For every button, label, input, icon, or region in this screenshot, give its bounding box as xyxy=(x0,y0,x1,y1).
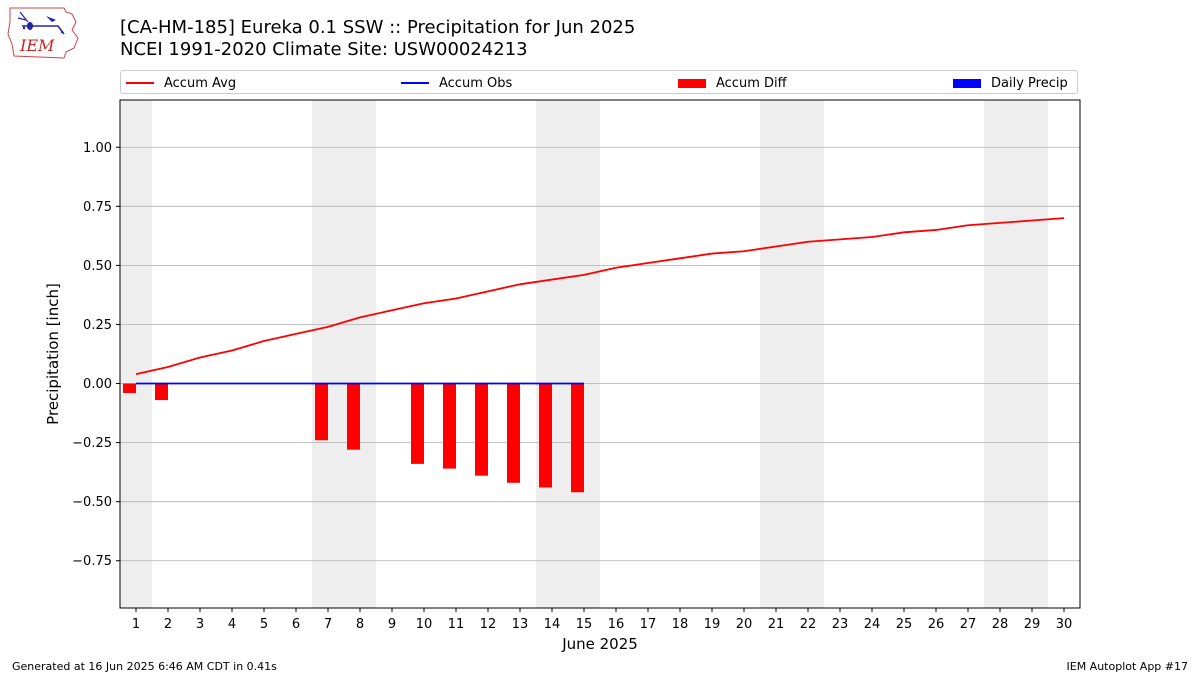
x-tick-label: 17 xyxy=(640,617,657,632)
x-tick-label: 10 xyxy=(416,617,433,632)
x-tick-label: 24 xyxy=(864,617,881,632)
y-tick-label: 0.50 xyxy=(83,259,112,274)
x-tick-label: 3 xyxy=(196,617,204,632)
legend: Accum Avg Accum Obs Accum Diff Daily Pre… xyxy=(120,70,1078,94)
x-tick-label: 13 xyxy=(512,617,529,632)
accum-diff-bars xyxy=(123,383,584,493)
y-tick-label: 0.25 xyxy=(83,318,112,333)
x-tick-label: 21 xyxy=(768,617,785,632)
y-tick-label: −0.75 xyxy=(72,554,112,569)
title-line-1: [CA-HM-185] Eureka 0.1 SSW :: Precipitat… xyxy=(120,17,636,38)
y-tick-label: 0.75 xyxy=(83,200,112,215)
y-tick-label: 1.00 xyxy=(83,141,112,156)
y-tick-label: 0.00 xyxy=(83,377,112,392)
weekend-band xyxy=(760,100,824,608)
x-tick-label: 7 xyxy=(324,617,332,632)
x-tick-label: 15 xyxy=(576,617,593,632)
bar-accum-diff xyxy=(315,383,328,441)
legend-swatch-accum-diff xyxy=(678,78,706,88)
x-tick-label: 26 xyxy=(928,617,945,632)
bar-accum-diff xyxy=(539,383,552,488)
x-tick-label: 27 xyxy=(960,617,977,632)
x-tick-label: 30 xyxy=(1056,617,1073,632)
legend-swatch-accum-avg xyxy=(126,82,154,84)
weekend-band xyxy=(536,100,600,608)
x-tick-label: 28 xyxy=(992,617,1009,632)
legend-label-accum-avg: Accum Avg xyxy=(164,75,237,91)
x-tick-label: 19 xyxy=(704,617,721,632)
legend-item-accum-diff: Accum Diff xyxy=(678,74,787,92)
title-line-2: NCEI 1991-2020 Climate Site: USW00024213 xyxy=(120,39,528,60)
bar-accum-diff xyxy=(347,383,360,450)
x-tick-label: 29 xyxy=(1024,617,1041,632)
app-note: IEM Autoplot App #17 xyxy=(1066,660,1189,673)
weekend-band xyxy=(312,100,376,608)
bar-accum-diff xyxy=(507,383,520,483)
legend-item-daily-precip: Daily Precip xyxy=(953,74,1068,92)
x-tick-label: 6 xyxy=(292,617,300,632)
bar-accum-diff xyxy=(443,383,456,469)
legend-label-daily-precip: Daily Precip xyxy=(991,75,1068,91)
series-lines xyxy=(135,217,1065,385)
legend-swatch-daily-precip xyxy=(953,78,981,88)
x-tick-label: 12 xyxy=(480,617,497,632)
y-axis-label: Precipitation [inch] xyxy=(44,283,62,425)
x-axis-label: June 2025 xyxy=(561,635,638,653)
line-accum-avg xyxy=(135,217,1065,375)
bar-accum-diff xyxy=(155,383,168,401)
iem-logo: IEM xyxy=(7,7,79,59)
bar-accum-diff xyxy=(411,383,424,464)
x-tick-label: 11 xyxy=(448,617,465,632)
x-tick-label: 8 xyxy=(356,617,364,632)
x-tick-label: 18 xyxy=(672,617,689,632)
y-tick-label: −0.50 xyxy=(72,495,112,510)
x-tick-label: 25 xyxy=(896,617,913,632)
legend-swatch-accum-obs xyxy=(401,82,429,84)
bar-accum-diff xyxy=(475,383,488,476)
legend-label-accum-obs: Accum Obs xyxy=(439,75,513,91)
x-tick-label: 14 xyxy=(544,617,561,632)
x-tick-label: 1 xyxy=(132,617,140,632)
x-tick-label: 23 xyxy=(832,617,849,632)
axes: 1 2 3 4 5 6 7 8 9 10 11 12 13 14 15 16 17 18 19 20 21 22 23 24 2… xyxy=(72,141,1072,632)
legend-item-accum-avg: Accum Avg xyxy=(126,74,236,92)
weekend-band xyxy=(984,100,1048,608)
plot-frame xyxy=(119,99,1081,609)
x-tick-label: 2 xyxy=(164,617,172,632)
logo-text: IEM xyxy=(19,36,55,55)
generated-note: Generated at 16 Jun 2025 6:46 AM CDT in … xyxy=(12,660,277,673)
legend-label-accum-diff: Accum Diff xyxy=(716,75,787,91)
legend-item-accum-obs: Accum Obs xyxy=(401,74,512,92)
y-tick-label: −0.25 xyxy=(72,436,112,451)
x-tick-label: 9 xyxy=(388,617,396,632)
bar-accum-diff xyxy=(571,383,584,493)
x-tick-label: 5 xyxy=(260,617,268,632)
x-tick-label: 4 xyxy=(228,617,236,632)
chart-title: [CA-HM-185] Eureka 0.1 SSW :: Precipitat… xyxy=(120,17,635,61)
weekend-bands xyxy=(120,100,1048,608)
x-tick-label: 22 xyxy=(800,617,817,632)
x-tick-label: 16 xyxy=(608,617,625,632)
weekend-band xyxy=(120,100,152,608)
x-tick-label: 20 xyxy=(736,617,753,632)
bar-accum-diff xyxy=(123,383,136,393)
